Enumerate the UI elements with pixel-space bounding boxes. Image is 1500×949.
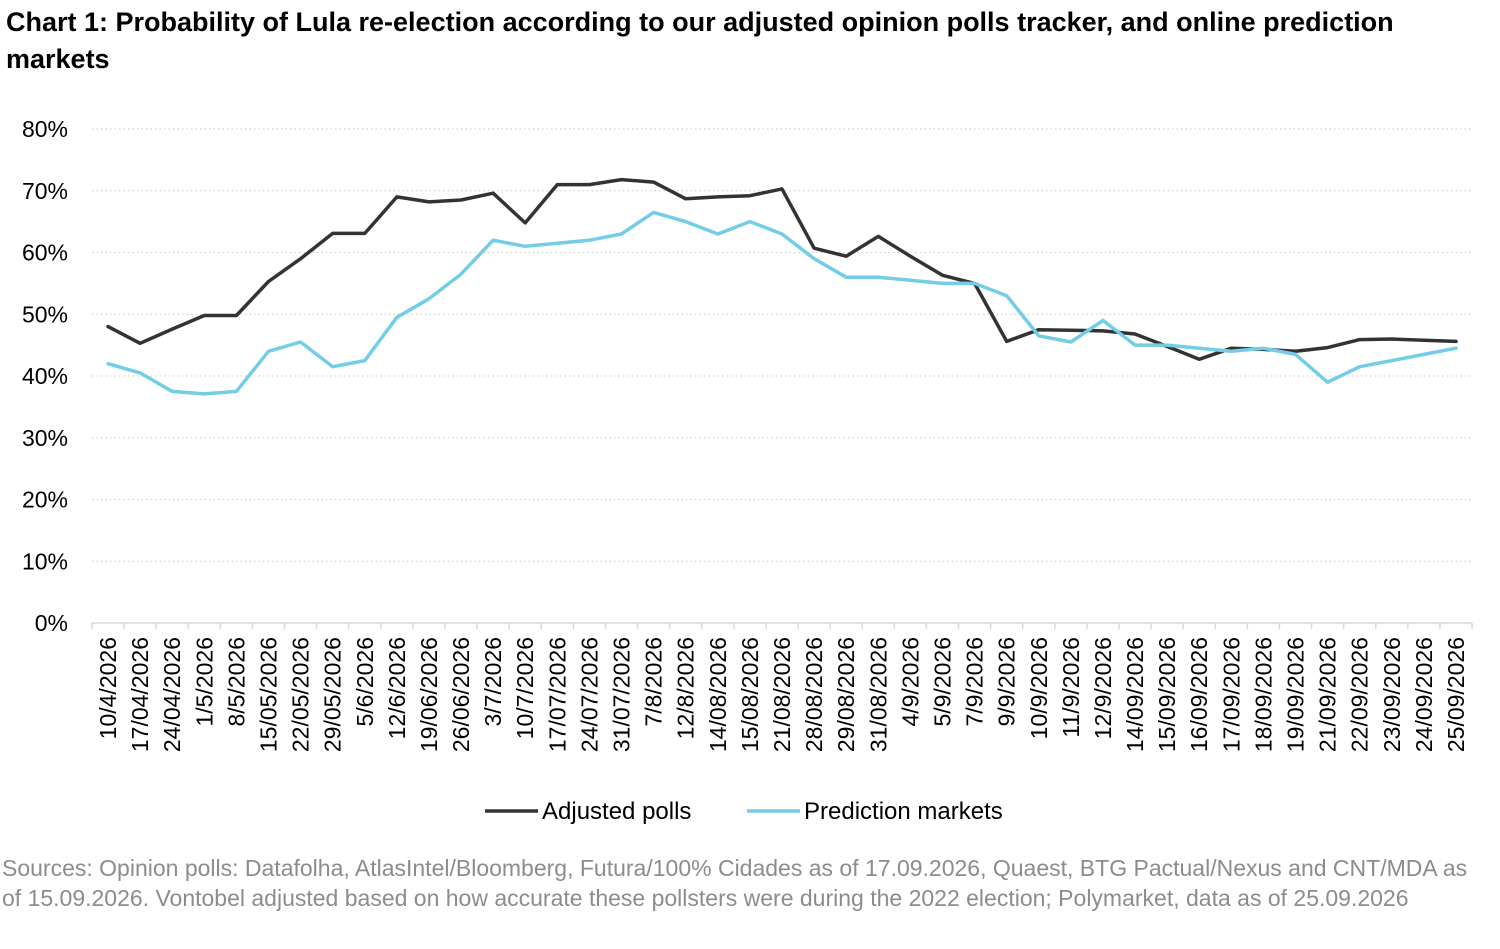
series-line-adjusted-polls (106, 177, 1458, 362)
x-tick-label: 29/08/2026 (833, 637, 859, 752)
x-tick-label: 17/09/2026 (1218, 637, 1244, 752)
y-tick-label: 20% (22, 487, 68, 513)
x-tick-label: 10/7/2026 (512, 637, 538, 739)
y-tick-label: 40% (22, 363, 68, 389)
x-tick-label: 8/5/2026 (223, 637, 249, 727)
y-tick-label: 30% (22, 425, 68, 451)
x-tick-label: 15/08/2026 (737, 637, 763, 752)
x-tick-label: 10/9/2026 (1026, 637, 1052, 739)
x-tick-label: 12/9/2026 (1090, 637, 1116, 739)
x-axis-ticks (91, 623, 1473, 629)
x-tick-label: 28/08/2026 (801, 637, 827, 752)
x-tick-label: 21/09/2026 (1315, 637, 1341, 752)
x-tick-label: 5/9/2026 (929, 637, 955, 727)
x-tick-label: 21/08/2026 (769, 637, 795, 752)
x-tick-label: 19/09/2026 (1283, 637, 1309, 752)
x-tick-label: 5/6/2026 (352, 637, 378, 727)
y-tick-label: 50% (22, 301, 68, 327)
x-tick-label: 10/4/2026 (95, 637, 121, 739)
x-tick-label: 3/7/2026 (480, 637, 506, 727)
source-note: Sources: Opinion polls: Datafolha, Atlas… (2, 855, 1468, 911)
x-tick-label: 24/04/2026 (159, 637, 185, 752)
x-tick-label: 17/07/2026 (544, 637, 570, 752)
x-tick-label: 14/08/2026 (705, 637, 731, 752)
chart-title: Chart 1: Probability of Lula re-election… (6, 7, 1394, 74)
x-tick-label: 9/9/2026 (994, 637, 1020, 727)
x-tick-label: 15/09/2026 (1154, 637, 1180, 752)
x-tick-label: 23/09/2026 (1379, 637, 1405, 752)
x-tick-label: 1/5/2026 (191, 637, 217, 727)
series-line-prediction-markets (106, 210, 1458, 396)
y-tick-label: 60% (22, 240, 68, 266)
x-tick-label: 24/09/2026 (1411, 637, 1437, 752)
y-tick-label: 80% (22, 116, 68, 142)
x-tick-label: 12/8/2026 (673, 637, 699, 739)
x-tick-label: 25/09/2026 (1443, 637, 1469, 752)
x-tick-label: 31/07/2026 (609, 637, 635, 752)
x-tick-label: 7/9/2026 (962, 637, 988, 727)
series-lines (106, 177, 1458, 396)
x-tick-label: 12/6/2026 (384, 637, 410, 739)
y-tick-label: 0% (35, 610, 68, 636)
x-tick-label: 16/09/2026 (1186, 637, 1212, 752)
legend-label: Adjusted polls (542, 798, 691, 825)
x-tick-label: 31/08/2026 (865, 637, 891, 752)
legend-label: Prediction markets (804, 798, 1003, 825)
x-tick-label: 17/04/2026 (127, 637, 153, 752)
x-tick-label: 11/9/2026 (1058, 637, 1084, 738)
x-tick-label: 22/05/2026 (288, 637, 314, 752)
y-tick-label: 10% (22, 548, 68, 574)
y-axis-labels: 0% 10% 20% 30% 40% 50% 60% 70% 80% (22, 116, 68, 636)
x-tick-label: 18/09/2026 (1250, 637, 1276, 752)
x-tick-label: 7/8/2026 (641, 637, 667, 727)
x-axis-labels: 10/4/2026 17/04/2026 24/04/2026 1/5/2026 8/5… (95, 637, 1469, 752)
gridlines (92, 128, 1472, 562)
x-tick-label: 15/05/2026 (255, 637, 281, 752)
x-tick-label: 26/06/2026 (448, 637, 474, 752)
line-chart: 0%10%20%30%40%50%60%70%80% 10/4/2026 17/0… (22, 116, 1473, 825)
y-tick-label: 70% (22, 178, 68, 204)
x-tick-label: 24/07/2026 (576, 637, 602, 752)
x-tick-label: 19/06/2026 (416, 637, 442, 752)
x-tick-label: 29/05/2026 (320, 637, 346, 752)
x-tick-label: 22/09/2026 (1347, 637, 1373, 752)
x-tick-label: 4/9/2026 (897, 637, 923, 727)
legend: Adjusted polls Prediction markets (485, 798, 1003, 825)
x-tick-label: 14/09/2026 (1122, 637, 1148, 752)
